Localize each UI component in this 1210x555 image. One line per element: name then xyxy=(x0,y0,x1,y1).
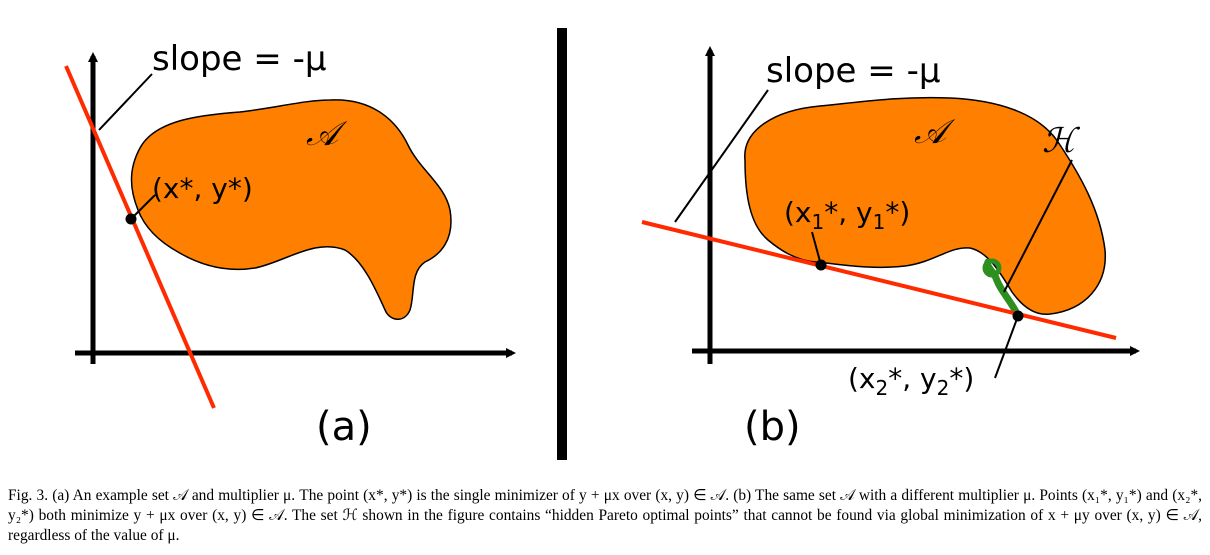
p2-sub-y: 2 xyxy=(937,376,950,400)
hidden-set-label: ℋ xyxy=(1042,121,1081,161)
panel-divider xyxy=(557,28,567,460)
p1-prefix: (x xyxy=(784,196,812,229)
point-2-leader-line xyxy=(995,316,1018,378)
p2-suffix: *) xyxy=(949,362,974,395)
optimal-point-label: (x*, y*) xyxy=(152,172,253,205)
panel-a-label: (a) xyxy=(316,404,372,450)
panel-a: slope = -μ 𝒜 (x*, y*) (a) xyxy=(66,39,512,450)
p1-sub-y: 1 xyxy=(873,210,886,234)
p1-suffix: *) xyxy=(885,196,910,229)
panel-b: slope = -μ 𝒜 ℋ (x1*, y1*) (x2*, y2*) (b) xyxy=(642,50,1136,450)
p1-mid: *, y xyxy=(824,196,872,229)
optimal-point-2-label: (x2*, y2*) xyxy=(848,362,974,400)
panel-b-label: (b) xyxy=(744,404,801,450)
p2-mid: *, y xyxy=(888,362,936,395)
slope-label: slope = -μ xyxy=(152,39,326,79)
optimal-point-1-label: (x1*, y1*) xyxy=(784,196,910,234)
figure-diagram: slope = -μ 𝒜 (x*, y*) (a) slope = -μ 𝒜 ℋ xyxy=(0,0,1210,470)
figure-caption: Fig. 3. (a) An example set 𝒜 and multipl… xyxy=(8,486,1202,546)
p2-sub-x: 2 xyxy=(876,376,889,400)
p1-sub-x: 1 xyxy=(812,210,825,234)
slope-label: slope = -μ xyxy=(766,51,940,91)
set-a-shape xyxy=(132,100,451,319)
p2-prefix: (x xyxy=(848,362,876,395)
slope-leader-line xyxy=(99,74,152,130)
